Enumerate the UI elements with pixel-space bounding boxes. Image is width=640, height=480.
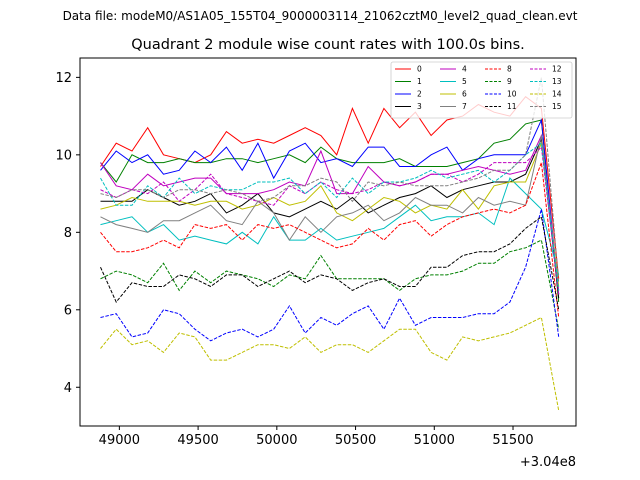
x-tick-label: 49500 (177, 433, 218, 448)
series-line-13 (100, 142, 560, 291)
series-line-10 (100, 208, 560, 342)
series-line-1 (100, 119, 560, 303)
legend-label-14: 14 (552, 90, 562, 99)
legend-label-9: 9 (507, 77, 512, 86)
x-axis: 49000 49500 50000 50500 51000 51500 (99, 426, 534, 448)
series-line-3 (100, 137, 560, 299)
y-tick-label: 4 (64, 381, 72, 396)
series-line-8 (100, 162, 560, 318)
series-line-4 (100, 133, 560, 291)
legend-label-7: 7 (462, 102, 467, 111)
y-tick-label: 8 (64, 226, 72, 241)
legend-label-2: 2 (417, 90, 422, 99)
legend-label-4: 4 (462, 65, 467, 74)
legend-label-3: 3 (417, 102, 422, 111)
series-line-7 (100, 135, 560, 295)
y-axis: 4 6 8 10 12 (55, 71, 80, 396)
series-line-2 (100, 118, 560, 295)
series-line-6 (100, 141, 560, 287)
legend-label-12: 12 (552, 65, 562, 74)
legend-label-8: 8 (507, 65, 512, 74)
y-tick-label: 10 (55, 148, 72, 163)
x-tick-label: 49000 (99, 433, 140, 448)
series-line-14 (100, 316, 560, 411)
legend-label-10: 10 (507, 90, 517, 99)
legend-label-0: 0 (417, 65, 422, 74)
legend-label-1: 1 (417, 77, 422, 86)
legend-label-11: 11 (507, 102, 517, 111)
legend-label-15: 15 (552, 102, 562, 111)
legend-label-6: 6 (462, 90, 467, 99)
x-tick-label: 50500 (335, 433, 376, 448)
suptitle: Data file: modeM0/AS1A05_155T04_90000031… (63, 9, 578, 23)
y-tick-label: 6 (64, 303, 72, 318)
legend-label-13: 13 (552, 77, 562, 86)
legend-box (390, 61, 573, 119)
x-tick-label: 51000 (414, 433, 455, 448)
series-line-5 (100, 177, 560, 276)
series-line-9 (100, 239, 560, 330)
chart-title: Quadrant 2 module wise count rates with … (131, 37, 525, 53)
x-tick-label: 51500 (492, 433, 533, 448)
legend-label-5: 5 (462, 77, 467, 86)
y-tick-label: 12 (55, 71, 72, 86)
plot-frame (79, 57, 577, 427)
series-line-12 (100, 146, 560, 295)
series-layer (100, 77, 560, 411)
series-line-11 (100, 215, 560, 310)
x-tick-label: 50000 (256, 433, 297, 448)
series-line-15 (100, 77, 560, 283)
x-offset-label: +3.04e8 (520, 455, 576, 470)
